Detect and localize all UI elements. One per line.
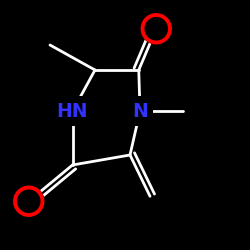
Circle shape <box>141 14 172 44</box>
Text: N: N <box>132 102 148 121</box>
Text: HN: HN <box>57 102 88 121</box>
Text: HN: HN <box>53 100 92 123</box>
Circle shape <box>14 186 44 216</box>
Text: N: N <box>130 100 150 123</box>
